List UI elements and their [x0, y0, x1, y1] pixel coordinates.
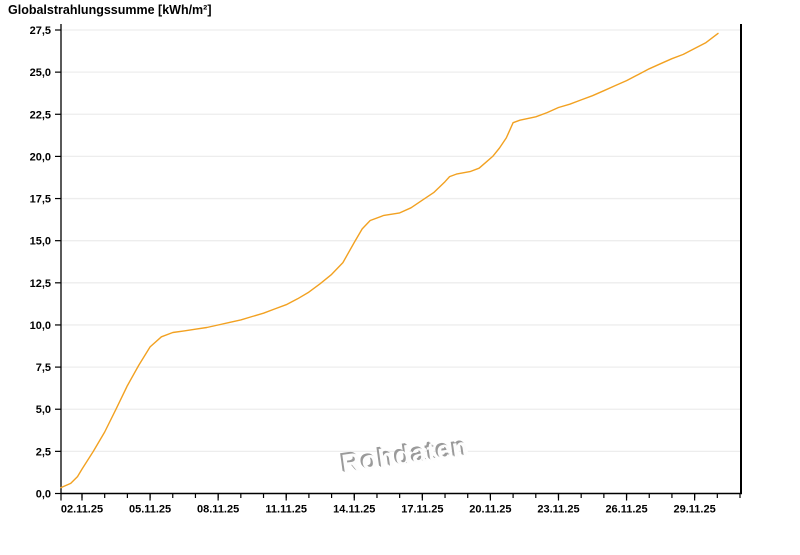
chart-title: Globalstrahlungssumme [kWh/m²]: [8, 3, 212, 17]
x-tick-label: 20.11.25: [469, 504, 511, 516]
x-tick-label: 11.11.25: [265, 504, 307, 516]
y-tick-label: 10,0: [30, 320, 51, 332]
x-tick-label: 08.11.25: [197, 504, 239, 516]
y-tick-label: 15,0: [30, 236, 51, 248]
x-tick-label: 26.11.25: [605, 504, 647, 516]
x-tick-label: 02.11.25: [61, 504, 103, 516]
x-tick-label: 17.11.25: [401, 504, 443, 516]
y-tick-label: 25,0: [30, 67, 51, 79]
y-tick-label: 20,0: [30, 151, 51, 163]
x-tick-label: 05.11.25: [129, 504, 171, 516]
y-tick-label: 2,5: [36, 446, 51, 458]
y-tick-label: 22,5: [30, 109, 51, 121]
y-tick-label: 27,5: [30, 25, 51, 37]
y-tick-label: 0,0: [36, 489, 51, 501]
y-tick-label: 12,5: [30, 278, 51, 290]
y-tick-label: 17,5: [30, 194, 51, 206]
x-tick-label: 23.11.25: [537, 504, 579, 516]
x-tick-label: 29.11.25: [674, 504, 716, 516]
y-tick-label: 5,0: [36, 404, 51, 416]
y-tick-label: 7,5: [36, 362, 51, 374]
series-line: [60, 32, 719, 489]
x-tick-label: 14.11.25: [333, 504, 375, 516]
